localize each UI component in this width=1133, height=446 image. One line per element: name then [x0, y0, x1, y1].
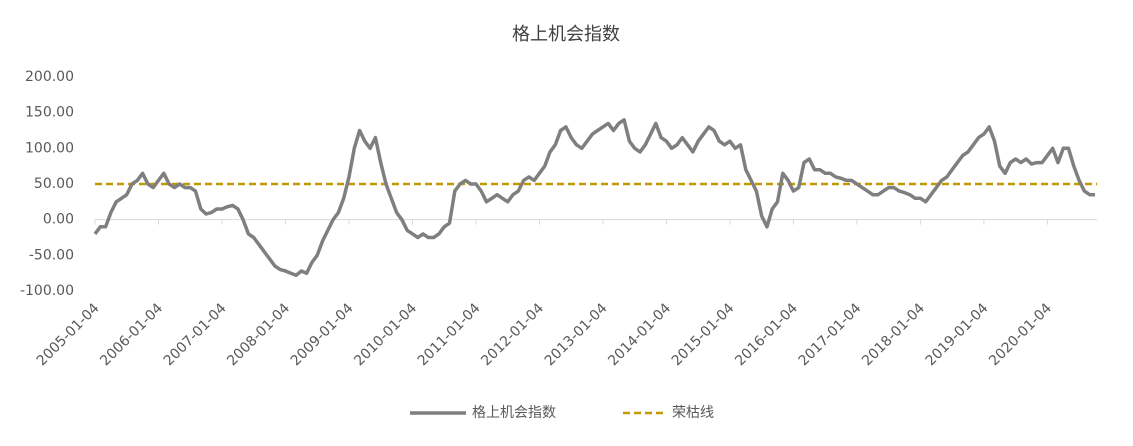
x-tick-label: 2013-01-04 — [542, 300, 611, 369]
y-tick-label: 0.00 — [43, 212, 74, 228]
x-tick-label: 2017-01-04 — [796, 300, 865, 369]
x-tick-label: 2019-01-04 — [923, 300, 992, 369]
x-tick-label: 2016-01-04 — [732, 300, 801, 369]
x-tick-label: 2010-01-04 — [351, 300, 420, 369]
y-tick-label: 150.00 — [25, 105, 74, 121]
chart-title: 格上机会指数 — [512, 24, 620, 45]
y-tick-label: 200.00 — [25, 69, 74, 85]
y-tick-label: 100.00 — [25, 140, 74, 156]
x-tick-label: 2015-01-04 — [669, 300, 738, 369]
x-tick-label: 2014-01-04 — [605, 300, 674, 369]
legend-label: 格上机会指数 — [472, 405, 556, 421]
x-tick-label: 2007-01-04 — [161, 300, 230, 369]
x-tick-label: 2011-01-04 — [415, 300, 484, 369]
y-tick-label: 50.00 — [34, 176, 74, 192]
x-tick-label: 2008-01-04 — [224, 300, 293, 369]
x-tick-label: 2006-01-04 — [97, 300, 166, 369]
legend-label: 荣枯线 — [672, 405, 714, 421]
y-tick-label: -50.00 — [29, 247, 74, 263]
x-tick-label: 2009-01-04 — [288, 300, 357, 369]
y-tick-label: -100.00 — [20, 283, 74, 299]
x-tick-label: 2020-01-04 — [986, 300, 1055, 369]
x-tick-label: 2012-01-04 — [478, 300, 547, 369]
data-line — [93, 118, 1095, 278]
x-tick-label: 2018-01-04 — [859, 300, 928, 369]
x-tick-label: 2005-01-04 — [34, 300, 103, 369]
